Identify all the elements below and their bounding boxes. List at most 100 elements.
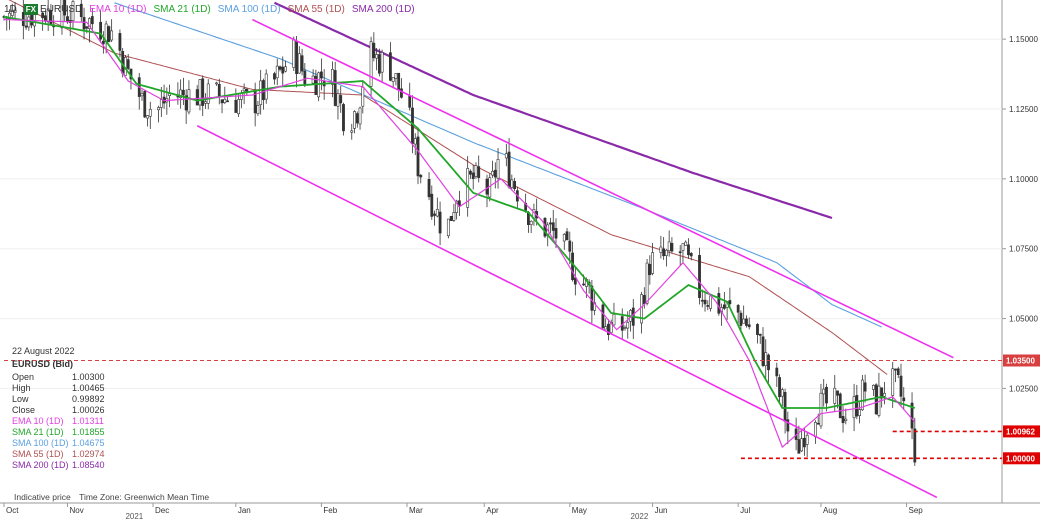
candle-body (372, 42, 376, 59)
candle-body (894, 368, 897, 371)
candle-body (455, 200, 459, 213)
legend-item-0[interactable]: EMA 10 (1D) (89, 4, 147, 15)
candle-body (491, 171, 494, 176)
candle-body (331, 69, 334, 85)
candle-body (13, 9, 17, 13)
x-tick-label: Mar (409, 506, 423, 515)
candle-body (678, 251, 682, 254)
candle-body (234, 99, 238, 113)
candle-body (388, 52, 392, 81)
candle-body (101, 40, 105, 45)
candle-body (60, 0, 64, 29)
candle-body (278, 66, 282, 70)
candle-body (863, 382, 867, 392)
x-tick-label: Jun (655, 506, 668, 515)
candle-body (394, 73, 398, 79)
y-tick-label: 1.10000 (1009, 175, 1038, 184)
x-year-label: 2022 (631, 512, 649, 519)
candle-body (747, 324, 751, 328)
candle-body (239, 93, 243, 100)
candle-body (899, 375, 903, 397)
candle-body (126, 59, 130, 69)
ohlc-panel: 22 August 2022 EURUSD (Bid) Open 1.00300 H… (12, 346, 105, 471)
candle-body (607, 323, 610, 335)
candle-body (858, 409, 862, 416)
candle-body (767, 354, 770, 371)
x-tick-label: Oct (6, 506, 19, 515)
candle-body (195, 89, 199, 106)
ohlc-row: SMA 100 (1D) 1.04675 (12, 438, 105, 449)
ohlc-rows: Open 1.00300 High 1.00465 Low 0.99892 Close 1.0… (12, 372, 105, 471)
candle-body (107, 26, 111, 43)
indicative-price-label: Indicative price (14, 492, 71, 502)
candle-body (184, 95, 188, 111)
candle-body (836, 390, 839, 396)
candle-body (143, 90, 147, 118)
candle-body (700, 299, 704, 302)
candle-body (880, 387, 884, 399)
ohlc-row: SMA 200 (1D) 1.08540 (12, 460, 105, 471)
candle-body (355, 113, 359, 124)
candle-body (206, 83, 210, 104)
ohlc-value: 1.00300 (72, 372, 105, 382)
candle-body (736, 305, 740, 313)
candle-body (739, 312, 743, 326)
ohlc-row: SMA 21 (1D) 1.01855 (12, 427, 105, 438)
candle-body (452, 212, 456, 221)
candle-body (273, 73, 276, 80)
candle-body (110, 30, 114, 41)
candle-body (664, 249, 668, 256)
legend-item-2[interactable]: SMA 100 (1D) (217, 4, 281, 15)
candle-body (648, 263, 652, 276)
candle-body (783, 392, 787, 422)
candle-body (187, 89, 191, 113)
symbol-label[interactable]: FX EURUSD (23, 4, 82, 15)
legend-item-1[interactable]: SMA 21 (1D) (153, 4, 211, 15)
candle-body (681, 243, 685, 251)
candle-body (860, 379, 864, 411)
ohlc-row: High 1.00465 (12, 383, 105, 394)
ohlc-value: 1.02974 (72, 449, 105, 459)
legend-item-4[interactable]: SMA 200 (1D) (351, 4, 415, 15)
candle-body (204, 101, 207, 104)
ohlc-key: SMA 100 (1D) (12, 438, 69, 448)
ohlc-value: 1.00465 (72, 383, 105, 393)
timezone-label: Time Zone: Greenwich Mean Time (79, 492, 210, 502)
candle-body (300, 55, 304, 72)
ohlc-title: EURUSD (Bid) (12, 359, 73, 369)
y-tick-label: 1.12500 (1009, 105, 1038, 114)
candle-body (902, 397, 906, 402)
candle-body (237, 99, 241, 115)
candle-body (198, 79, 202, 106)
candle-body (342, 104, 345, 132)
y-tick-label: 1.15000 (1009, 35, 1038, 44)
candle-body (717, 293, 721, 314)
ohlc-row: Low 0.99892 (12, 394, 105, 405)
candle-body (742, 318, 746, 324)
ohlc-date: 22 August 2022 (12, 346, 75, 356)
candle-body (220, 99, 224, 104)
timeframe-label[interactable]: 1D (4, 4, 17, 15)
candle-body (802, 437, 806, 448)
candle-body (413, 138, 417, 145)
candle-body (435, 208, 439, 217)
candle-body (303, 70, 307, 85)
channel-upper-line (252, 18, 954, 359)
candle-body (336, 93, 340, 107)
candle-body (775, 367, 779, 377)
legend-item-3[interactable]: SMA 55 (1D) (287, 4, 345, 15)
candle-body (507, 151, 511, 188)
y-tick-label: 1.07500 (1009, 245, 1038, 254)
x-tick-label: Aug (823, 506, 837, 515)
indicator-legend: 1D FX EURUSD EMA 10 (1D) SMA 21 (1D) SMA 10… (4, 4, 415, 15)
ohlc-row: SMA 55 (1D) 1.02974 (12, 449, 105, 460)
candle-body (764, 352, 768, 366)
candle-body (645, 262, 649, 304)
candle-body (758, 333, 762, 336)
candle-body (358, 107, 362, 125)
candle-body (662, 248, 666, 257)
candle-body (411, 107, 414, 144)
candle-body (571, 252, 574, 280)
candle-body (554, 228, 558, 239)
candle-body (226, 100, 229, 103)
